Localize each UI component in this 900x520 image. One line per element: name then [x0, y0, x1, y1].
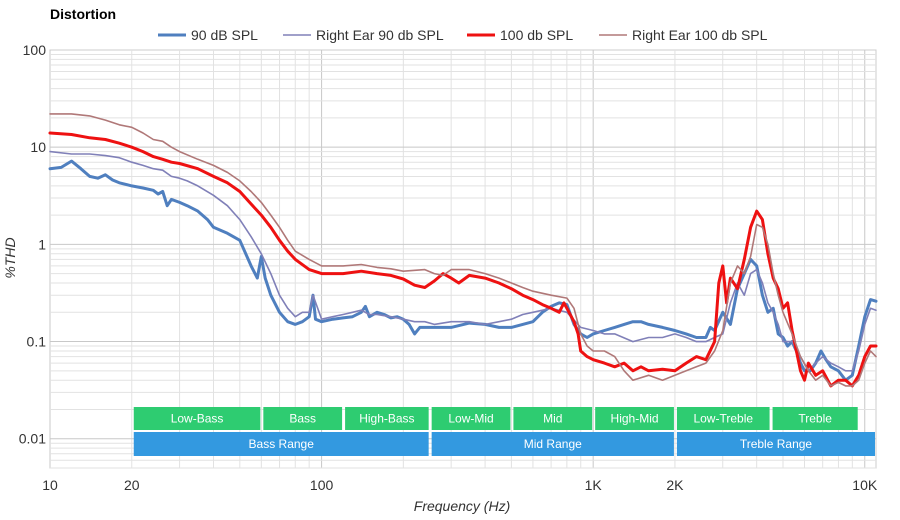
band-low-mid [431, 407, 511, 430]
band-label: High-Mid [611, 412, 659, 426]
series-line-3 [48, 131, 878, 388]
chart-title: Distortion [50, 6, 116, 22]
band-bass [263, 407, 343, 430]
band-label: Bass [289, 412, 316, 426]
band-label: Bass Range [249, 437, 315, 451]
band-mid [513, 407, 593, 430]
band-label: High-Bass [359, 412, 414, 426]
legend-label: Right Ear 100 db SPL [632, 27, 768, 43]
y-axis-label: %THD [2, 237, 18, 278]
axis-ticks: 10 20 100 1K 2K 10K 0.01 0.1 1 10 100 [19, 42, 878, 493]
band-low-bass [133, 407, 261, 430]
series-line-4 [49, 113, 877, 387]
y-tick-label: 0.01 [19, 431, 46, 447]
series-lines [48, 113, 878, 388]
band-label: Treble Range [740, 437, 813, 451]
series-line-1 [48, 159, 878, 382]
legend: 90 dB SPL Right Ear 90 db SPL 100 db SPL Ri… [158, 27, 768, 43]
x-tick-label: 2K [666, 477, 684, 493]
frequency-bands: Low-Bass Bass High-Bass Low-Mid Mid High-Mid L… [133, 407, 875, 456]
x-axis-label: Frequency (Hz) [414, 498, 510, 514]
y-tick-label: 100 [23, 42, 47, 58]
band-high-mid [595, 407, 674, 430]
band-treble-range [676, 432, 875, 456]
x-tick-label: 10K [852, 477, 878, 493]
legend-label: 90 dB SPL [191, 27, 258, 43]
band-treble [772, 407, 858, 430]
band-low-treble [676, 407, 770, 430]
band-label: Treble [798, 412, 832, 426]
legend-label: 100 db SPL [500, 27, 573, 43]
y-tick-label: 0.1 [27, 334, 47, 350]
legend-label: Right Ear 90 db SPL [316, 27, 444, 43]
y-tick-label: 1 [38, 236, 46, 252]
band-label: Low-Bass [171, 412, 224, 426]
band-bass-range [133, 432, 429, 456]
band-mid-range [431, 432, 674, 456]
band-label: Low-Mid [448, 412, 493, 426]
x-tick-label: 20 [124, 477, 140, 493]
band-label: Mid [543, 412, 562, 426]
band-label: Low-Treble [693, 412, 753, 426]
band-high-bass [345, 407, 429, 430]
x-tick-label: 1K [585, 477, 603, 493]
band-label: Mid Range [524, 437, 582, 451]
series-line-2 [49, 150, 877, 372]
x-tick-label: 10 [42, 477, 58, 493]
x-tick-label: 100 [310, 477, 334, 493]
y-tick-label: 10 [30, 139, 46, 155]
